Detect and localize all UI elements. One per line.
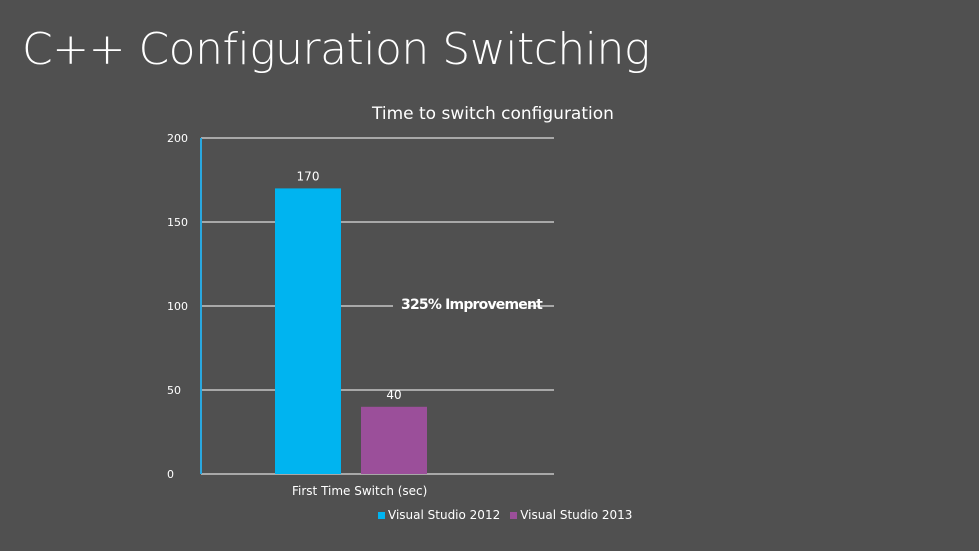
- y-tick-150: 150: [167, 216, 188, 229]
- callout-background: [393, 295, 529, 315]
- y-tick-50: 50: [167, 384, 181, 397]
- y-tick-labels: 0 50 100 150 200: [167, 132, 188, 481]
- legend-swatch-2012: [378, 511, 385, 519]
- legend-swatch-2013: [510, 511, 518, 519]
- legend: Visual Studio 2012 Visual Studio 2013: [378, 508, 632, 522]
- improvement-annotation: 325% Improvement: [401, 297, 543, 313]
- legend-label-2012: Visual Studio 2012: [388, 508, 501, 522]
- slide-title: C++ Configuration Switching: [22, 24, 650, 75]
- chart-title: Time to switch configuration: [372, 104, 614, 124]
- bar-2013: [361, 406, 427, 474]
- x-category-label: First Time Switch (sec): [292, 484, 427, 498]
- y-tick-200: 200: [167, 132, 188, 145]
- bars: [275, 188, 427, 474]
- legend-item-2013: Visual Studio 2013: [510, 508, 632, 522]
- data-label-2012: 170: [297, 169, 320, 183]
- data-labels: 170 40: [297, 169, 402, 401]
- data-label-2013: 40: [386, 388, 401, 402]
- legend-item-2012: Visual Studio 2012: [378, 508, 500, 522]
- improvement-callout: 325% Improvement: [393, 295, 544, 315]
- bar-2012: [275, 188, 341, 474]
- y-tick-100: 100: [167, 300, 188, 313]
- y-tick-0: 0: [167, 468, 174, 481]
- legend-label-2013: Visual Studio 2013: [520, 508, 633, 522]
